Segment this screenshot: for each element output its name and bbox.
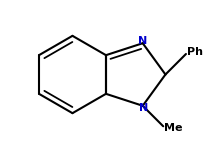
Text: N: N [138, 36, 147, 46]
Text: Ph: Ph [187, 47, 203, 57]
Text: Me: Me [164, 123, 182, 133]
Text: N: N [139, 103, 148, 112]
